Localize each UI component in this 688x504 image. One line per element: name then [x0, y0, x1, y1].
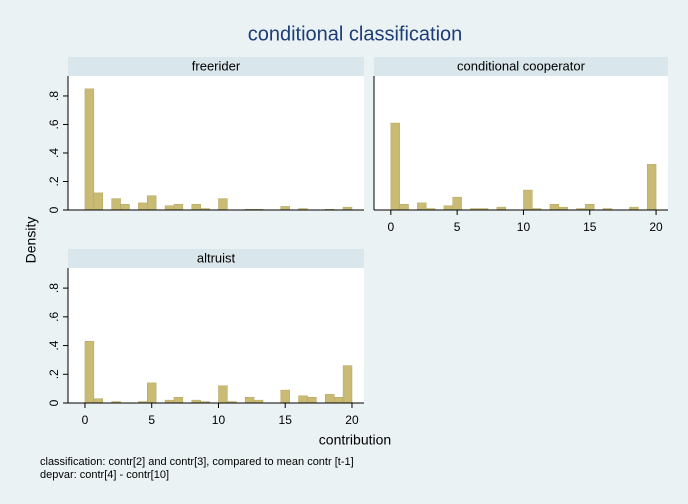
- bar: [218, 198, 228, 211]
- plot-area: [374, 76, 668, 210]
- x-tick-label: 5: [148, 413, 155, 427]
- bar: [452, 196, 462, 211]
- bar: [93, 192, 104, 211]
- y-tick-label: .4: [47, 340, 61, 350]
- x-tick-label: 20: [649, 220, 663, 234]
- bar: [342, 365, 353, 404]
- bar: [549, 204, 560, 211]
- panel-header: [374, 57, 668, 76]
- x-tick-label: 15: [583, 220, 597, 234]
- y-tick-label: 0: [47, 206, 61, 213]
- x-tick-label: 0: [387, 220, 394, 234]
- bar: [93, 398, 104, 404]
- bar: [244, 397, 255, 404]
- bar: [84, 88, 95, 211]
- bar: [218, 385, 228, 404]
- bar: [646, 164, 657, 211]
- bar: [307, 397, 317, 404]
- bar: [164, 205, 175, 211]
- bar: [173, 204, 184, 211]
- bar: [111, 198, 121, 211]
- x-tick-label: 20: [345, 413, 359, 427]
- x-axis-label: contribution: [319, 432, 391, 448]
- bar: [298, 395, 308, 404]
- bar: [417, 202, 427, 211]
- bar: [84, 340, 95, 404]
- x-tick-label: 0: [82, 413, 89, 427]
- x-tick-label: 10: [517, 220, 531, 234]
- bar: [173, 397, 184, 404]
- bar: [191, 204, 201, 211]
- note: classification: contr[2] and contr[3], c…: [40, 456, 354, 468]
- bar: [325, 394, 335, 404]
- y-axis-label: Density: [23, 217, 39, 264]
- bar: [333, 397, 344, 404]
- bar: [390, 122, 400, 211]
- x-tick-label: 15: [279, 413, 293, 427]
- note: depvar: contr[4] - contr[10]: [40, 469, 169, 481]
- bar: [280, 206, 290, 211]
- y-tick-label: .8: [47, 91, 61, 101]
- y-tick-label: .2: [47, 176, 61, 186]
- bar: [138, 202, 148, 211]
- plot-area: [68, 268, 364, 403]
- panel-title: freerider: [192, 58, 241, 73]
- x-tick-label: 10: [212, 413, 226, 427]
- bar: [399, 204, 409, 211]
- y-tick-label: .2: [47, 369, 61, 379]
- bar: [147, 195, 157, 211]
- panel-header: [68, 57, 364, 76]
- chart-title: conditional classification: [248, 23, 463, 45]
- y-tick-label: .4: [47, 148, 61, 158]
- bar: [585, 204, 595, 211]
- bar: [147, 382, 157, 404]
- bar: [120, 204, 130, 211]
- bar: [280, 389, 290, 404]
- plot-area: [68, 76, 364, 210]
- y-tick-label: 0: [47, 399, 61, 406]
- y-tick-label: .6: [47, 312, 61, 322]
- bar: [443, 205, 453, 211]
- panel-title: altruist: [197, 250, 236, 265]
- y-tick-label: .6: [47, 119, 61, 129]
- y-tick-label: .8: [47, 283, 61, 293]
- x-tick-label: 5: [454, 220, 461, 234]
- bar: [523, 189, 533, 211]
- panel-title: conditional cooperator: [457, 58, 586, 73]
- panel-header: [68, 249, 364, 268]
